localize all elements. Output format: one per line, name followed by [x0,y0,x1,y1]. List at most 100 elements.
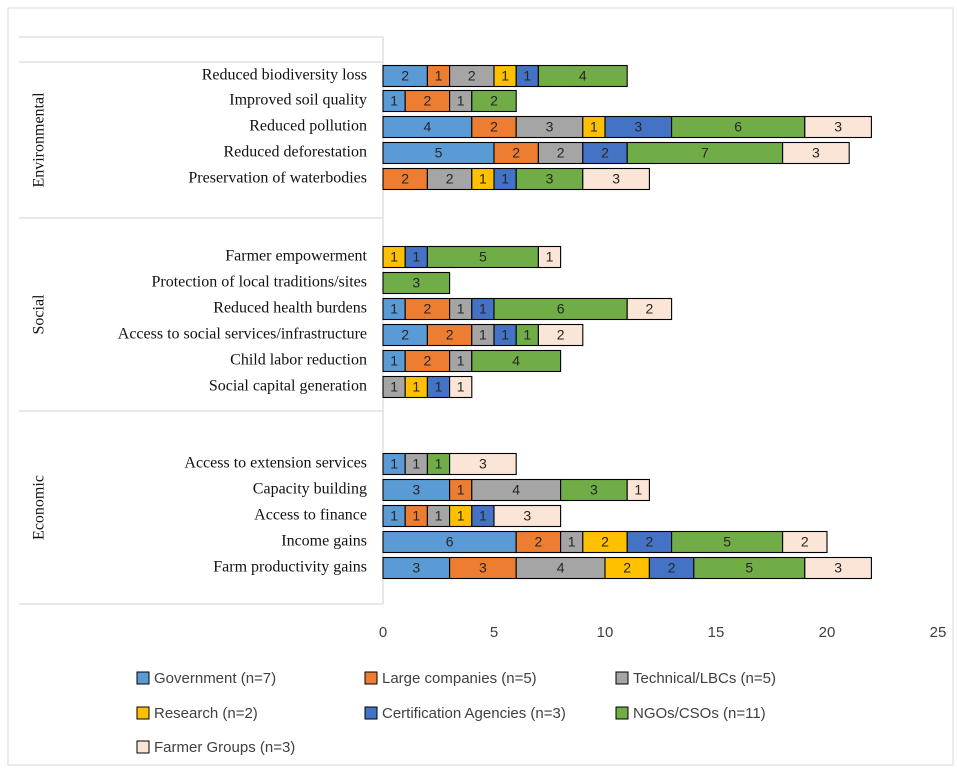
data-label: 3 [412,482,420,498]
bar-segment [626,297,673,321]
bar-segment [471,349,562,373]
data-label: 2 [446,171,454,187]
category-label: Reduced pollution [249,118,367,135]
data-label: 3 [546,171,554,187]
data-label: 3 [523,508,531,524]
bar-segment [537,245,562,269]
category-label: Farmer empowerment [225,248,367,265]
data-label: 1 [457,482,465,498]
data-label: 2 [468,68,476,84]
data-label: 1 [501,327,509,343]
data-label: 3 [834,560,842,576]
bar-segment [626,478,650,502]
data-label: 1 [501,171,509,187]
data-label: 1 [412,249,420,265]
x-axis: 0 5 10 15 20 25 [379,624,947,641]
data-label: 3 [812,145,820,161]
data-label: 7 [701,145,709,161]
data-label: 1 [390,508,398,524]
data-label: 3 [479,456,487,472]
data-label: 2 [424,301,432,317]
category-label-table: Environmental Reduced biodiversity loss Im… [19,36,384,605]
data-label: 1 [523,68,531,84]
data-label: 2 [535,534,543,550]
group-label: Economic [31,475,48,540]
category-label: Farm productivity gains [213,559,367,576]
data-label: 1 [479,327,487,343]
bar-segment [582,167,650,191]
data-label: 1 [457,301,465,317]
x-tick-label: 5 [490,624,498,641]
data-label: 5 [745,560,753,576]
bar-segment [537,323,584,347]
data-label: 1 [590,119,598,135]
data-label: 4 [512,482,520,498]
data-label: 3 [546,119,554,135]
legend-label: Large companies (n=5) [382,670,537,687]
data-label: 3 [834,119,842,135]
data-label: 1 [390,93,398,109]
legend-swatch [615,706,629,720]
data-label: 5 [435,145,443,161]
data-label: 1 [390,379,398,395]
data-label: 1 [546,249,554,265]
category-label: Reduced biodiversity loss [202,67,367,84]
data-label: 1 [501,68,509,84]
data-label: 2 [557,145,565,161]
bar-segment [471,89,517,113]
data-label: 1 [390,249,398,265]
bar-segment [449,375,473,399]
data-label: 2 [490,93,498,109]
data-label: 2 [424,353,432,369]
data-label: 1 [412,508,420,524]
group-label: Environmental [31,92,48,188]
category-label: Access to social services/infrastructure [118,326,367,343]
data-label: 3 [412,275,420,291]
bar-segment [804,556,872,580]
bar-segment [782,141,850,165]
data-label: 1 [457,353,465,369]
legend-label: Government (n=7) [154,670,276,687]
x-tick-label: 25 [930,624,947,641]
data-label: 4 [579,68,587,84]
data-label: 3 [479,560,487,576]
data-label: 1 [412,456,420,472]
bar-segment [382,271,451,295]
category-label: Reduced health burdens [213,300,367,317]
data-label: 3 [412,560,420,576]
data-label: 3 [634,119,642,135]
data-label: 1 [457,508,465,524]
data-label: 1 [479,171,487,187]
data-label: 4 [557,560,565,576]
data-label: 2 [401,327,409,343]
legend-label: Technical/LBCs (n=5) [633,670,776,687]
data-label: 2 [646,301,654,317]
category-label: Access to extension services [184,455,367,472]
data-label: 2 [601,534,609,550]
data-label: 2 [646,534,654,550]
data-label: 2 [557,327,565,343]
x-tick-label: 0 [379,624,387,641]
data-label: 1 [390,456,398,472]
data-label: 2 [446,327,454,343]
data-label: 1 [435,508,443,524]
data-label: 2 [401,171,409,187]
legend-swatch [136,740,150,754]
category-label: Reduced deforestation [224,144,368,161]
bar-segment [493,504,562,528]
legend: Government (n=7) Large companies (n=5) Tec… [136,670,776,756]
data-label: 1 [435,68,443,84]
data-label: 6 [557,301,565,317]
data-label: 1 [479,508,487,524]
legend-label: Research (n=2) [154,705,258,722]
data-label: 1 [390,301,398,317]
data-label: 1 [479,301,487,317]
data-label: 2 [512,145,520,161]
data-label: 1 [435,379,443,395]
bar-segment [449,452,517,476]
bar-segment [782,530,828,554]
bar-segment [537,64,628,88]
data-label: 2 [490,119,498,135]
